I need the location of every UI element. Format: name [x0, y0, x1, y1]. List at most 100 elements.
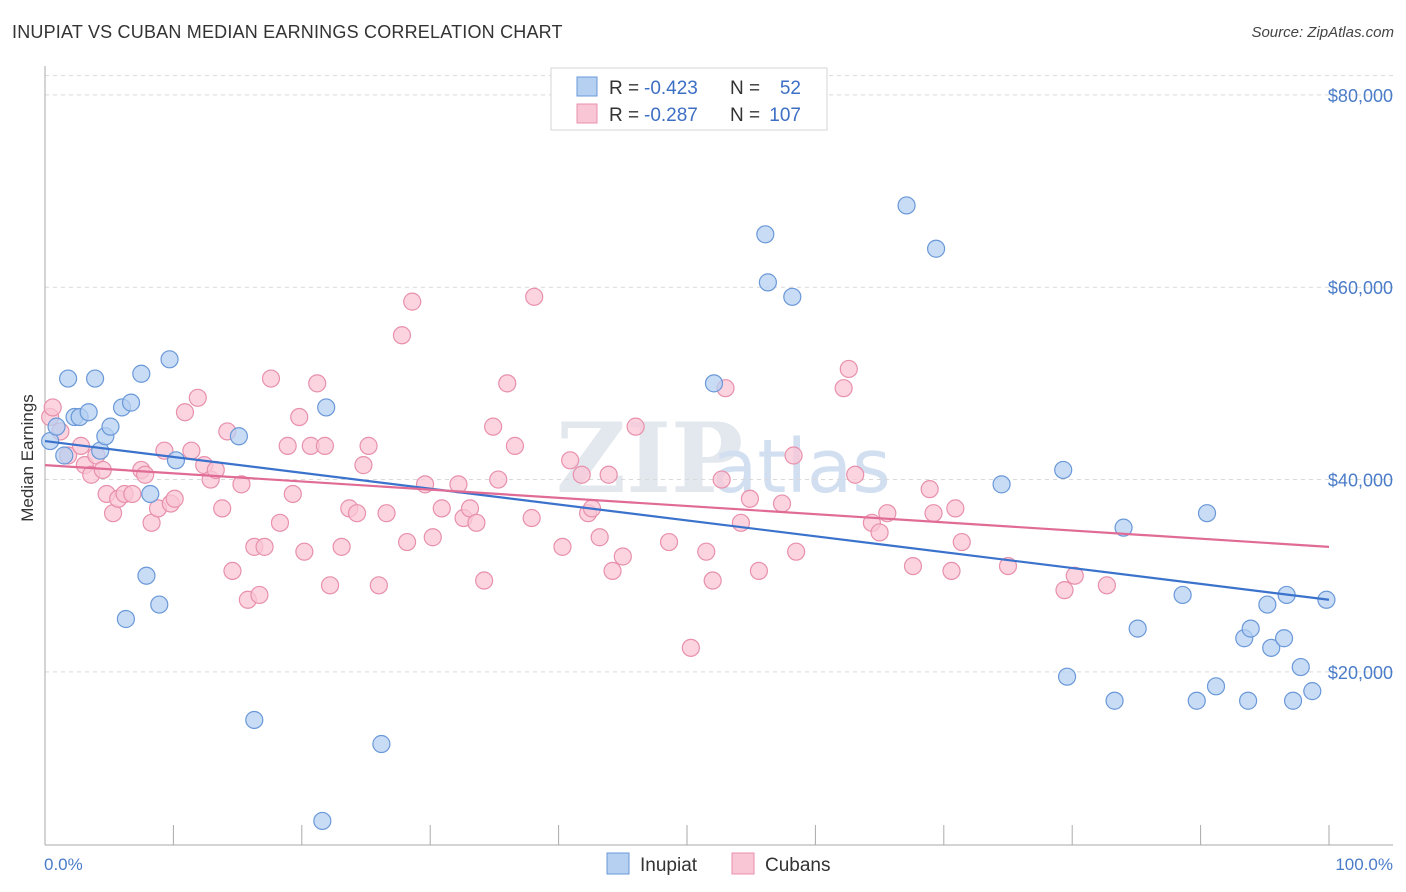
inupiat-point: [1291, 657, 1310, 677]
cubans-point: [175, 403, 195, 422]
cubans-point: [505, 436, 525, 455]
cubans-point: [572, 465, 591, 484]
cubans-point: [223, 561, 242, 581]
cubans-point: [432, 499, 451, 518]
cubans-point: [740, 489, 760, 508]
inupiat-point: [1206, 677, 1226, 696]
legend-n-value-cubans: 107: [769, 105, 801, 126]
cubans-point: [320, 576, 340, 595]
cubans-point: [467, 513, 486, 532]
inupiat-point: [137, 566, 156, 585]
legend-swatch-cubans: [576, 103, 598, 124]
cubans-point: [295, 542, 314, 561]
inupiat-point: [121, 393, 141, 412]
cubans-point: [136, 465, 155, 484]
legend-r-value-cubans: -0.287: [644, 105, 698, 126]
cubans-point: [1055, 581, 1074, 600]
cubans-point: [290, 407, 309, 427]
legend-swatch-inupiat: [576, 76, 598, 97]
bottom-legend-swatch-inupiat: [606, 852, 630, 875]
inupiat-point: [47, 417, 66, 436]
inupiat-point: [783, 287, 802, 306]
inupiat-point: [1057, 667, 1077, 686]
cubans-point: [308, 374, 327, 393]
cubans-point: [870, 523, 889, 542]
cubans-point: [232, 475, 251, 494]
inupiat-trend-line: [44, 439, 1330, 601]
cubans-point: [332, 537, 351, 556]
cubans-point: [489, 470, 508, 489]
cubans-point: [846, 465, 865, 484]
cubans-point: [484, 417, 503, 436]
cubans-point: [626, 417, 645, 436]
cubans-point: [213, 499, 232, 518]
inupiat-point: [1054, 460, 1073, 480]
inupiat-point: [317, 398, 336, 417]
cubans-point: [315, 436, 335, 455]
y-axis-title: Median Earnings: [18, 394, 37, 522]
cubans-point: [377, 504, 396, 523]
inupiat-point: [150, 595, 169, 614]
y-tick-labels: $20,000 $40,000 $60,000 $80,000: [1328, 86, 1393, 683]
inupiat-point: [59, 369, 78, 388]
cubans-point: [475, 571, 494, 590]
cubans-point: [712, 470, 731, 489]
y-tick-label: $20,000: [1328, 663, 1393, 683]
legend-n-label-cubans: N =: [730, 105, 760, 126]
inupiat-point: [1187, 691, 1206, 710]
watermark-atlas: atlas: [712, 424, 891, 510]
inupiat-point: [166, 451, 186, 470]
cubans-point: [749, 561, 769, 581]
cubans-point: [697, 542, 716, 561]
inupiat-point: [1283, 691, 1303, 710]
cubans-point: [834, 379, 853, 398]
cubans-point: [123, 484, 142, 504]
bottom-legend-label-inupiat: Inupiat: [640, 855, 698, 876]
inupiat-point: [704, 374, 724, 393]
cubans-point: [283, 484, 302, 504]
inupiat-point: [55, 446, 74, 465]
source-credit: Source: ZipAtlas.com: [1251, 24, 1394, 41]
cubans-points: [41, 287, 1116, 657]
cubans-point: [998, 556, 1018, 576]
inupiat-point: [313, 811, 332, 831]
cubans-point: [250, 585, 269, 605]
cubans-point: [839, 359, 858, 379]
cubans-point: [603, 561, 622, 581]
inupiat-point: [372, 734, 391, 754]
cubans-point: [261, 369, 281, 388]
cubans-point: [784, 446, 803, 465]
cubans-point: [397, 532, 417, 552]
cubans-point: [590, 528, 609, 547]
cubans-point: [270, 513, 290, 532]
cubans-point: [553, 537, 572, 556]
legend-r-label-inupiat: R =: [609, 78, 639, 99]
cubans-point: [924, 504, 943, 523]
x-tick-max: 100.0%: [1335, 855, 1393, 874]
inupiat-point: [141, 484, 160, 504]
cubans-point: [347, 504, 367, 523]
inupiat-point: [85, 369, 105, 388]
cubans-point: [952, 532, 971, 552]
inupiat-point: [1303, 682, 1322, 701]
inupiat-point: [79, 403, 98, 422]
legend-r-value-inupiat: -0.423: [644, 78, 698, 99]
y-tick-label: $40,000: [1328, 471, 1393, 491]
cubans-point: [772, 494, 792, 513]
cubans-point: [359, 436, 378, 455]
cubans-point: [498, 374, 517, 393]
bottom-legend: Inupiat Cubans: [606, 852, 831, 876]
watermark: ZIP atlas: [556, 402, 891, 515]
cubans-point: [703, 571, 722, 590]
cubans-point: [613, 547, 632, 566]
inupiat-point: [101, 417, 120, 436]
cubans-point: [525, 287, 544, 306]
legend-n-value-inupiat: 52: [780, 78, 801, 99]
cubans-point: [182, 441, 201, 460]
inupiat-point: [1241, 619, 1260, 638]
cubans-point: [369, 576, 388, 595]
inupiat-points: [41, 196, 1336, 831]
inupiat-point: [758, 273, 777, 292]
inupiat-point: [160, 350, 179, 369]
axes: [44, 66, 1393, 846]
